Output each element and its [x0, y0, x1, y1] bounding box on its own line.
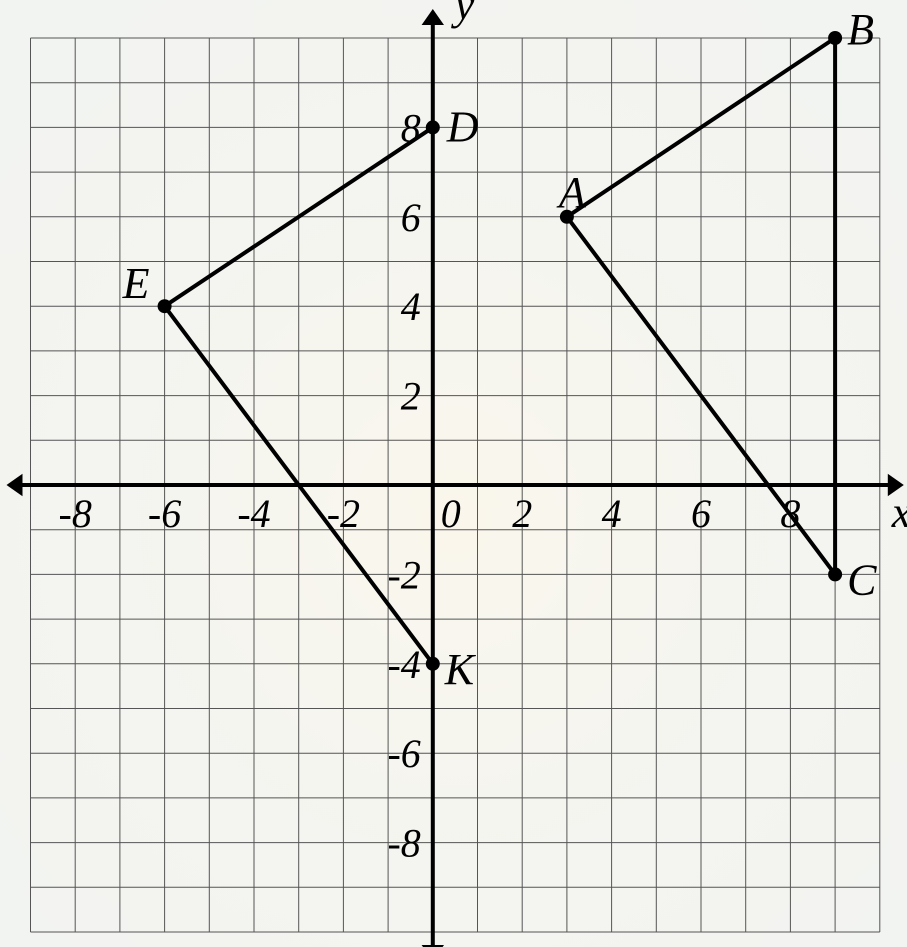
point-E	[158, 299, 172, 313]
ytick-4: 4	[401, 284, 421, 329]
x-axis-label: x	[891, 488, 907, 537]
xtick-4: 4	[602, 491, 622, 536]
point-C	[828, 567, 842, 581]
xtick--4: -4	[237, 491, 270, 536]
ytick-2: 2	[401, 374, 421, 419]
point-D	[426, 120, 440, 134]
origin-label: 0	[441, 491, 461, 536]
coordinate-plane: -8-6-4-224688642-2-4-6-80yxABCDEK	[0, 0, 907, 947]
xtick-6: 6	[691, 491, 711, 536]
point-label-C: C	[847, 555, 877, 604]
xtick-2: 2	[512, 491, 532, 536]
xtick--6: -6	[148, 491, 181, 536]
point-label-K: K	[444, 645, 477, 694]
y-axis-label: y	[451, 0, 475, 29]
point-label-A: A	[556, 168, 587, 217]
point-K	[426, 657, 440, 671]
ytick--2: -2	[387, 552, 420, 597]
ytick--6: -6	[387, 731, 420, 776]
ytick-6: 6	[401, 195, 421, 240]
xtick--8: -8	[59, 491, 92, 536]
point-B	[828, 31, 842, 45]
ytick--4: -4	[387, 642, 420, 687]
point-label-B: B	[847, 5, 874, 54]
point-label-D: D	[446, 102, 479, 151]
ytick--8: -8	[387, 821, 420, 866]
point-label-E: E	[122, 259, 150, 308]
